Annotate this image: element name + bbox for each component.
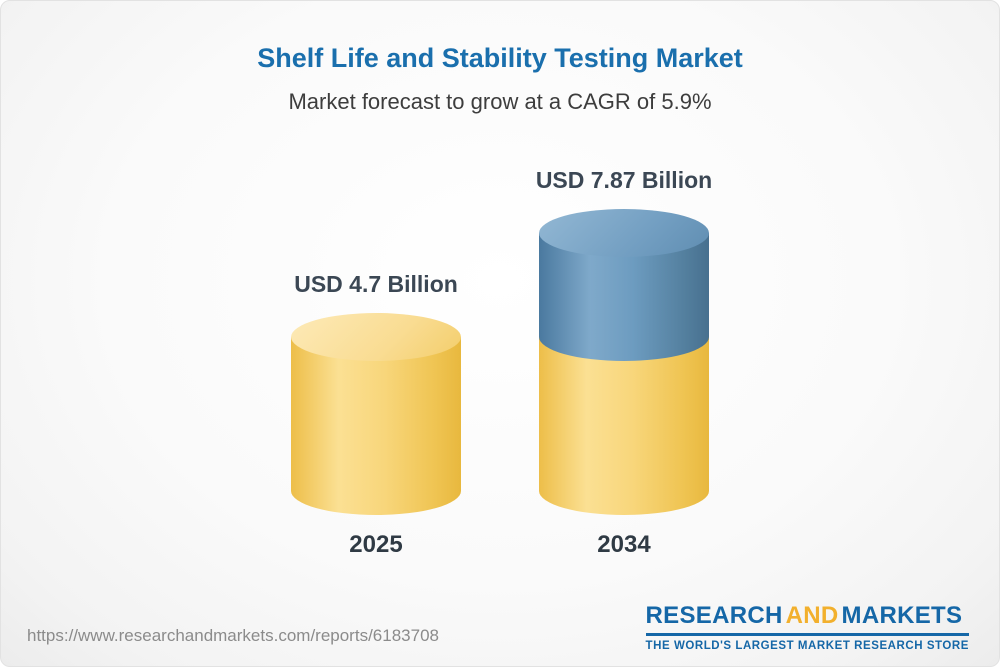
bar-value-label-2025: USD 4.7 Billion xyxy=(294,270,458,297)
report-url: https://www.researchandmarkets.com/repor… xyxy=(27,626,439,645)
logo-word-and: AND xyxy=(785,602,839,629)
cylinder-segment-yellow-2034 xyxy=(539,336,709,515)
cylinder-cap-2034 xyxy=(539,209,709,257)
bar-value-label-2034: USD 7.87 Billion xyxy=(535,167,713,193)
logo-word-markets: MARKETS xyxy=(841,602,963,629)
logo-wordmark: RESEARCH AND MARKETS xyxy=(646,602,969,630)
chart-title: Shelf Life and Stability Testing Market xyxy=(257,43,743,73)
research-and-markets-logo: RESEARCH AND MARKETS THE WORLD'S LARGEST M… xyxy=(645,602,969,652)
logo-word-research: RESEARCH xyxy=(645,602,783,629)
bar-category-label-2025: 2025 xyxy=(349,531,403,558)
bar-category-label-2034: 2034 xyxy=(597,531,651,558)
chart-subtitle: Market forecast to grow at a CAGR of 5.9… xyxy=(288,89,712,114)
cylinder-segment-yellow-2025 xyxy=(291,336,461,515)
logo-tagline: THE WORLD'S LARGEST MARKET RESEARCH STOR… xyxy=(645,633,969,652)
cylinder-cap-2025 xyxy=(291,312,461,361)
